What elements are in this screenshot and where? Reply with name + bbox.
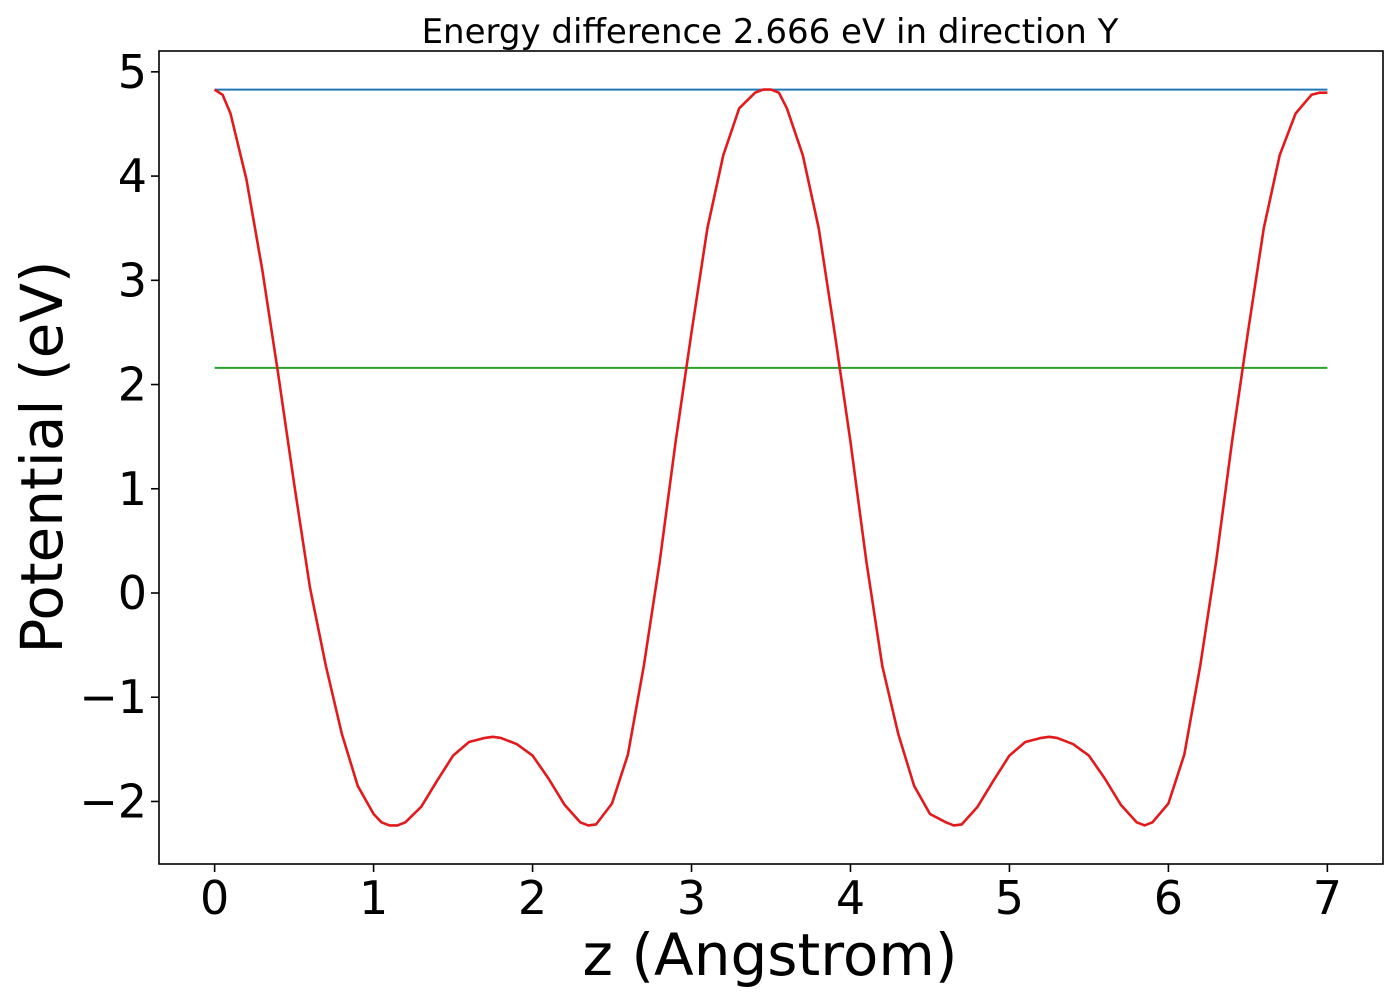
y-tick-label: 0 — [118, 566, 147, 620]
y-axis-label: Potential (eV) — [8, 260, 76, 653]
x-tick-label: 1 — [359, 871, 388, 925]
y-tick-label: 4 — [118, 149, 147, 203]
x-tick-label: 2 — [518, 871, 547, 925]
x-tick-label: 5 — [995, 871, 1024, 925]
y-tick-label: 5 — [118, 45, 147, 99]
x-tick-label: 3 — [677, 871, 706, 925]
series-layer — [213, 88, 1328, 827]
plot-frame — [158, 50, 1384, 865]
x-tick-label: 7 — [1313, 871, 1342, 925]
y-tick-label: −1 — [79, 670, 147, 724]
x-axis-ticks: 0 1 2 3 4 5 6 7 — [200, 864, 1342, 925]
y-axis-ticks: −2 −1 0 1 2 3 4 5 — [79, 45, 159, 828]
x-tick-label: 4 — [836, 871, 865, 925]
y-tick-label: 3 — [118, 253, 147, 307]
x-tick-label: 6 — [1154, 871, 1183, 925]
y-tick-label: −2 — [79, 774, 147, 828]
y-tick-label: 1 — [118, 462, 147, 516]
chart-title: Energy difference 2.666 eV in direction … — [422, 12, 1119, 52]
x-tick-label: 0 — [200, 871, 229, 925]
series-line-3 — [213, 88, 1328, 827]
x-axis-label: z (Angstrom) — [583, 921, 958, 989]
y-tick-label: 2 — [118, 358, 147, 412]
